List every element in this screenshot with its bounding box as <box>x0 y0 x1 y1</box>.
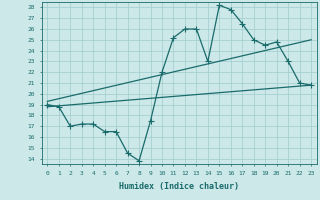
X-axis label: Humidex (Indice chaleur): Humidex (Indice chaleur) <box>119 182 239 191</box>
